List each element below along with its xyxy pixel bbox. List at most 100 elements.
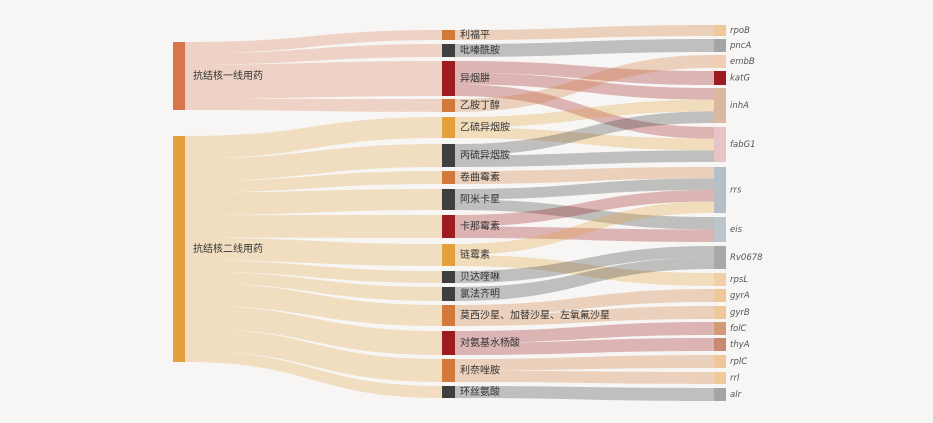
label-pas: 对氨基水杨酸 [460, 336, 520, 349]
node-prothionamide [442, 144, 455, 167]
link-second_line-linezolid [185, 328, 442, 382]
link-second_line-cycloserine [185, 350, 442, 398]
link-second_line-capreomycin [185, 171, 442, 193]
node-Rv0678 [714, 246, 726, 269]
label-kanamycin: 卡那霉素 [460, 220, 500, 233]
nodes-layer [173, 25, 726, 401]
label-fluoroquinolones: 莫西沙星、加替沙星、左氧氟沙星 [460, 309, 610, 322]
label-first_line: 抗结核一线用药 [193, 69, 263, 82]
label-bedaquiline: 贝达喹啉 [460, 270, 500, 283]
label-rpsL: rpsL [730, 275, 748, 285]
link-fluoroquinolones-gyrB [455, 306, 714, 326]
node-ethambutol [442, 99, 455, 112]
link-second_line-streptomycin [185, 237, 442, 266]
label-rpoB: rpoB [730, 26, 750, 36]
node-inhA [714, 88, 726, 123]
link-clofazimine-Rv0678 [455, 257, 714, 301]
label-rplC: rplC [730, 357, 747, 367]
node-amikacin [442, 189, 455, 210]
node-fluoroquinolones [442, 305, 455, 326]
link-second_line-kanamycin [185, 215, 442, 238]
link-streptomycin-rrs [455, 201, 714, 255]
label-ethambutol: 乙胺丁醇 [460, 99, 500, 112]
label-alr: alr [730, 390, 742, 400]
link-ethambutol-embB [455, 55, 714, 112]
node-pas [442, 331, 455, 355]
link-kanamycin-eis [455, 226, 714, 242]
node-thyA [714, 338, 726, 351]
label-pncA: pncA [729, 41, 751, 51]
node-gyrA [714, 289, 726, 302]
node-linezolid [442, 359, 455, 382]
label-gyrB: gyrB [730, 308, 750, 318]
link-cycloserine-alr [455, 386, 714, 401]
node-kanamycin [442, 215, 455, 238]
label-inhA: inhA [730, 101, 749, 111]
link-second_line-clofazimine [185, 271, 442, 301]
node-rrs [714, 167, 726, 213]
link-pyrazinamide-pncA [455, 39, 714, 57]
label-thyA: thyA [730, 340, 750, 350]
link-bedaquiline-Rv0678 [455, 246, 714, 283]
node-cycloserine [442, 386, 455, 398]
link-pas-thyA [455, 338, 714, 355]
node-pyrazinamide [442, 44, 455, 57]
label-rifapentine: 利福平 [460, 28, 490, 41]
node-rpsL [714, 273, 726, 286]
node-eis [714, 217, 726, 242]
node-rifapentine [442, 30, 455, 40]
link-linezolid-rplC [455, 355, 714, 371]
link-second_line-prothionamide [185, 144, 442, 182]
label-streptomycin: 链霉素 [460, 248, 490, 261]
node-bedaquiline [442, 271, 455, 283]
label-ethionamide: 乙硫异烟胺 [460, 121, 510, 134]
link-prothionamide-fabG1 [455, 150, 714, 167]
node-rrl [714, 372, 726, 384]
label-linezolid: 利奈唑胺 [460, 364, 500, 377]
label-folC: folC [730, 324, 747, 334]
node-streptomycin [442, 244, 455, 266]
link-second_line-pas [185, 305, 442, 355]
label-isoniazid: 异烟肼 [460, 72, 490, 85]
label-prothionamide: 丙硫异烟胺 [460, 149, 510, 162]
node-gyrB [714, 306, 726, 319]
label-embB: embB [730, 57, 755, 67]
link-second_line-fluoroquinolones [185, 282, 442, 326]
label-cycloserine: 环丝氨酸 [460, 385, 500, 398]
label-rrl: rrl [730, 374, 740, 384]
label-katG: katG [730, 74, 750, 84]
link-amikacin-eis [455, 199, 714, 230]
link-isoniazid-katG [455, 61, 714, 85]
node-clofazimine [442, 287, 455, 301]
node-alr [714, 388, 726, 401]
label-amikacin: 阿米卡星 [460, 193, 500, 206]
label-capreomycin: 卷曲霉素 [460, 171, 500, 184]
link-fluoroquinolones-gyrA [455, 289, 714, 316]
link-isoniazid-inhA [455, 72, 714, 100]
node-second_line [173, 136, 185, 362]
label-second_line: 抗结核二线用药 [193, 242, 263, 255]
link-ethionamide-fabG1 [455, 127, 714, 151]
link-linezolid-rrl [455, 370, 714, 384]
link-ethionamide-inhA [455, 99, 714, 128]
node-rplC [714, 355, 726, 368]
label-eis: eis [730, 225, 743, 235]
link-first_line-pyrazinamide [185, 44, 442, 65]
link-rifapentine-rpoB [455, 25, 714, 40]
label-fabG1: fabG1 [730, 140, 756, 150]
link-second_line-ethionamide [185, 117, 442, 159]
link-capreomycin-rrs [455, 167, 714, 184]
label-pyrazinamide: 吡嗪酰胺 [460, 44, 500, 57]
node-isoniazid [442, 61, 455, 96]
node-capreomycin [442, 171, 455, 184]
link-isoniazid-fabG1 [455, 84, 714, 139]
node-pncA [714, 39, 726, 52]
node-rpoB [714, 25, 726, 36]
link-first_line-isoniazid [185, 61, 442, 99]
link-second_line-bedaquiline [185, 260, 442, 283]
link-amikacin-rrs [455, 178, 714, 200]
node-first_line [173, 42, 185, 110]
node-fabG1 [714, 127, 726, 162]
